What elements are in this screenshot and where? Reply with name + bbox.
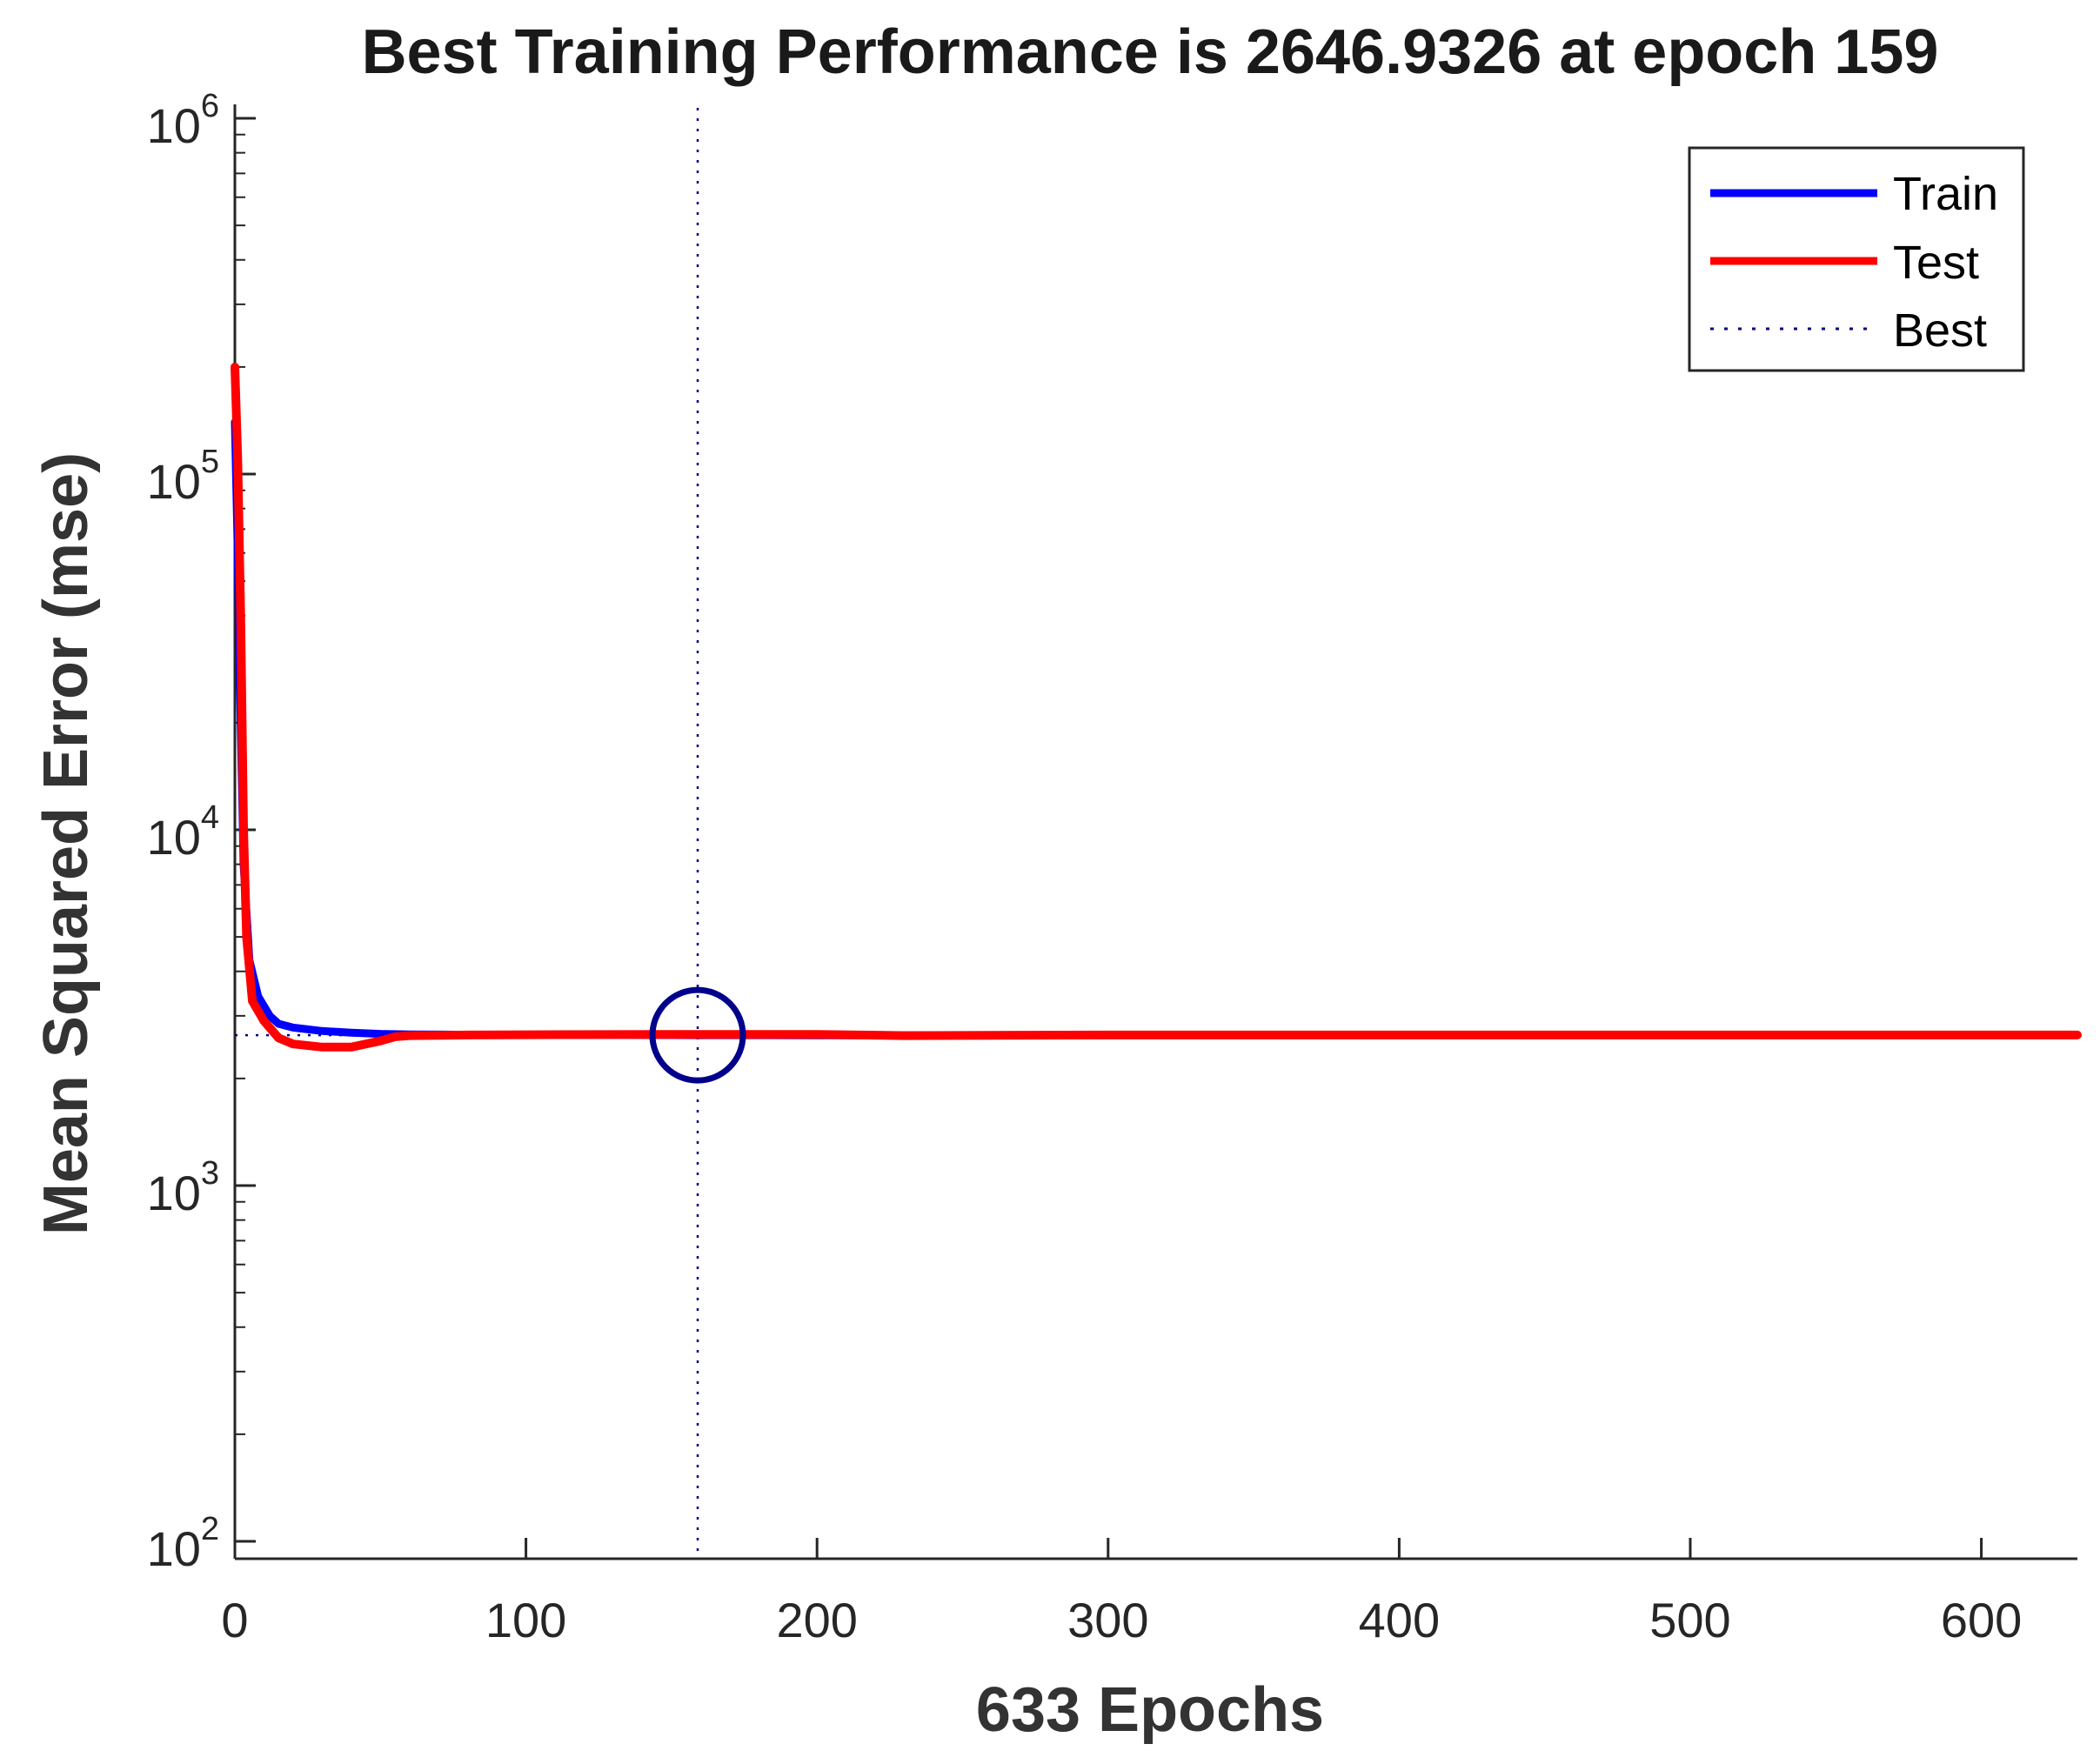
best-marker-circle xyxy=(649,986,746,1084)
y-tick-label: 102 xyxy=(147,1511,219,1576)
legend-train-label: Train xyxy=(1893,168,1998,220)
y-tick-label: 105 xyxy=(147,444,219,509)
plot-area: 0 100 200 300 400 500 600 102 103 104 105 106 xyxy=(147,88,2082,1647)
legend-test-label: Test xyxy=(1893,237,1979,289)
x-tick-label: 600 xyxy=(1941,1593,2022,1647)
x-tick-label: 500 xyxy=(1649,1593,1730,1647)
legend-best-label: Best xyxy=(1893,304,1987,357)
x-tick-label: 100 xyxy=(485,1593,566,1647)
x-tick-label: 400 xyxy=(1359,1593,1440,1647)
chart-title: Best Training Performance is 2646.9326 a… xyxy=(362,17,1939,87)
x-tick-label: 300 xyxy=(1067,1593,1148,1647)
legend: Train Test Best xyxy=(1688,146,2025,372)
x-axis-label: 633 Epochs xyxy=(976,1675,1324,1745)
y-tick-label: 104 xyxy=(147,799,219,865)
x-tick-label: 0 xyxy=(221,1593,248,1647)
series-line-test xyxy=(231,362,2082,1052)
x-tick-label: 200 xyxy=(776,1593,857,1647)
y-tick-label: 106 xyxy=(147,88,219,153)
y-tick-label: 103 xyxy=(147,1155,219,1220)
y-axis-label: Mean Squared Error (mse) xyxy=(31,452,101,1235)
